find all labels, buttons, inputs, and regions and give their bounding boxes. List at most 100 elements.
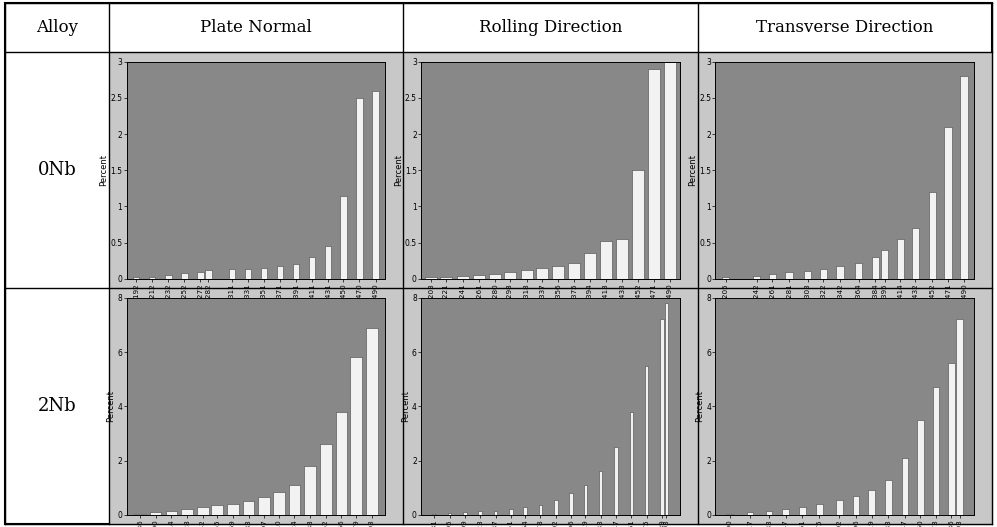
Bar	[616, 239, 628, 279]
Bar	[356, 98, 363, 279]
Bar	[463, 512, 467, 515]
Bar	[372, 91, 379, 279]
Bar	[632, 170, 644, 279]
Text: Plate Normal: Plate Normal	[200, 19, 312, 36]
Bar	[816, 504, 823, 515]
Bar	[880, 250, 888, 279]
Bar	[536, 268, 548, 279]
Bar	[211, 505, 223, 515]
X-axis label: Schmid Factor: Schmid Factor	[520, 306, 580, 315]
Text: 0Nb: 0Nb	[38, 161, 76, 179]
Text: Alloy: Alloy	[36, 19, 78, 36]
Bar	[242, 501, 254, 515]
Text: 2Nb: 2Nb	[38, 397, 76, 415]
Bar	[766, 511, 773, 515]
Bar	[800, 507, 806, 515]
Text: Rolling Direction: Rolling Direction	[479, 19, 622, 36]
Bar	[854, 263, 862, 279]
Bar	[783, 510, 790, 515]
Bar	[871, 257, 879, 279]
Bar	[181, 273, 187, 279]
Bar	[325, 246, 331, 279]
Bar	[660, 319, 664, 515]
Y-axis label: Percent: Percent	[99, 154, 109, 186]
Bar	[336, 412, 347, 515]
Bar	[135, 513, 146, 515]
Bar	[885, 480, 891, 515]
Y-axis label: Percent: Percent	[107, 391, 116, 422]
X-axis label: Schmid Factor: Schmid Factor	[815, 306, 874, 315]
Bar	[260, 268, 267, 279]
Bar	[960, 76, 968, 279]
Bar	[273, 492, 284, 515]
Bar	[228, 269, 235, 279]
Bar	[665, 303, 668, 515]
Bar	[523, 508, 526, 515]
Bar	[277, 267, 283, 279]
Bar	[769, 275, 776, 279]
Bar	[645, 366, 648, 515]
Bar	[150, 512, 162, 515]
Bar	[944, 127, 952, 279]
Bar	[820, 269, 828, 279]
Bar	[196, 507, 208, 515]
Y-axis label: Percent: Percent	[394, 154, 403, 186]
Bar	[538, 504, 542, 515]
Bar	[932, 387, 939, 515]
Bar	[490, 274, 501, 279]
Bar	[584, 253, 596, 279]
Bar	[948, 363, 955, 515]
Y-axis label: Percent: Percent	[688, 154, 697, 186]
Y-axis label: Percent: Percent	[695, 391, 704, 422]
Bar	[150, 277, 156, 279]
Text: Transverse Direction: Transverse Direction	[756, 19, 933, 36]
Bar	[928, 192, 936, 279]
Bar	[366, 328, 378, 515]
Bar	[133, 277, 140, 279]
Bar	[583, 485, 587, 515]
Bar	[244, 269, 251, 279]
Bar	[509, 510, 512, 515]
X-axis label: Schmid Factor: Schmid Factor	[226, 306, 285, 315]
Bar	[614, 447, 618, 515]
Bar	[852, 496, 859, 515]
Bar	[433, 513, 436, 515]
Bar	[520, 270, 532, 279]
Bar	[304, 466, 316, 515]
Bar	[747, 512, 754, 515]
Bar	[956, 319, 963, 515]
Bar	[554, 500, 557, 515]
Bar	[552, 266, 564, 279]
Bar	[494, 511, 498, 515]
Bar	[448, 513, 452, 515]
Bar	[504, 271, 516, 279]
Bar	[479, 511, 482, 515]
Bar	[804, 271, 812, 279]
Bar	[293, 265, 299, 279]
Bar	[722, 277, 729, 279]
Bar	[569, 493, 573, 515]
Bar	[630, 412, 633, 515]
Bar	[836, 500, 842, 515]
Bar	[197, 271, 203, 279]
Bar	[340, 196, 347, 279]
Bar	[599, 241, 611, 279]
Bar	[320, 444, 332, 515]
Bar	[350, 357, 362, 515]
Bar	[289, 485, 300, 515]
Bar	[166, 511, 177, 515]
Bar	[912, 228, 919, 279]
Bar	[664, 62, 676, 279]
Bar	[753, 276, 760, 279]
Bar	[181, 510, 192, 515]
Bar	[227, 504, 238, 515]
Bar	[901, 458, 908, 515]
Bar	[166, 275, 171, 279]
Bar	[309, 257, 315, 279]
Y-axis label: Percent: Percent	[401, 391, 410, 422]
Bar	[568, 263, 580, 279]
Bar	[205, 270, 211, 279]
Bar	[425, 277, 437, 279]
Bar	[786, 272, 793, 279]
Bar	[648, 69, 660, 279]
